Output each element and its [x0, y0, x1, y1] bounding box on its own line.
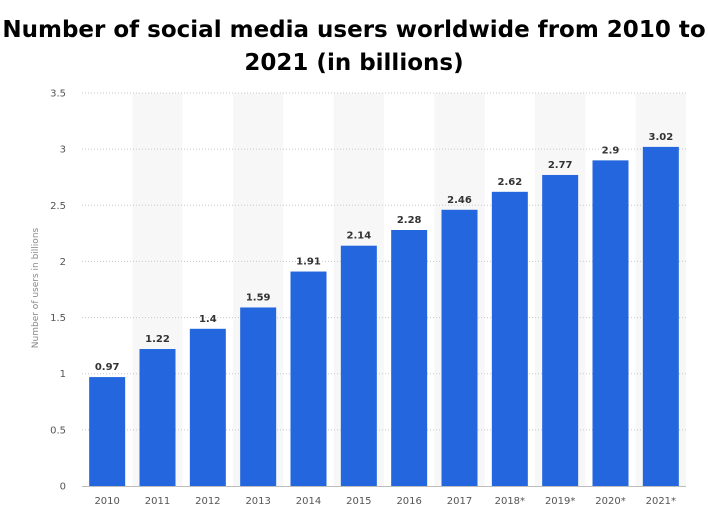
bar-2015: [340, 245, 377, 486]
y-tick-label: 2.5: [50, 201, 66, 212]
bars: [89, 146, 679, 486]
data-label: 2.77: [548, 160, 573, 171]
chart-title: Number of social media users worldwide f…: [2, 17, 706, 76]
data-labels: 0.97 1.22 1.4 1.59 1.91 2.14 2.28 2.46 2.62 2.77 2…: [95, 132, 673, 373]
data-label: 2.46: [447, 195, 472, 206]
y-tick-label: 1: [60, 369, 66, 380]
x-tick-label: 2015: [346, 496, 371, 507]
y-tick-label: 3.5: [50, 89, 66, 100]
bar-2016: [391, 229, 428, 486]
bar-2011: [139, 349, 176, 486]
data-label: 1.91: [296, 257, 321, 268]
data-label: 1.4: [199, 314, 217, 325]
bar-2017: [441, 209, 478, 486]
data-label: 2.9: [602, 145, 620, 156]
y-tick-label: 1.5: [50, 313, 66, 324]
y-tick-label: 0.5: [50, 425, 66, 436]
x-tick-label: 2012: [195, 496, 220, 507]
x-tick-label: 2011: [145, 496, 170, 507]
x-tick-label: 2018*: [495, 496, 525, 507]
bar-2020: [592, 160, 629, 486]
x-tick-label: 2019*: [545, 496, 575, 507]
data-label: 2.28: [397, 215, 422, 226]
bar-2010: [89, 377, 126, 486]
grid-lines: [82, 92, 686, 487]
y-tick-label: 3: [60, 145, 66, 156]
x-tick-label: 2013: [245, 496, 270, 507]
x-tick-label: 2021*: [646, 496, 676, 507]
data-label: 1.59: [246, 292, 271, 303]
data-label: 3.02: [648, 132, 673, 143]
bar-2013: [240, 307, 277, 486]
y-axis-label: Number of users in billions: [31, 227, 41, 348]
data-label: 2.14: [346, 231, 371, 242]
data-label: 1.22: [145, 334, 170, 345]
y-tick-label: 2: [60, 257, 66, 268]
x-tick-label: 2014: [296, 496, 321, 507]
bar-2018: [491, 191, 528, 486]
data-label: 0.97: [95, 362, 120, 373]
y-axis-ticks: 0 0.5 1 1.5 2 2.5 3 3.5: [50, 89, 66, 493]
x-tick-label: 2016: [396, 496, 421, 507]
bar-2012: [189, 328, 226, 486]
x-tick-label: 2010: [94, 496, 119, 507]
x-axis-ticks: 2010 2011 2012 2013 2014 2015 2016 2017 2018* 201…: [94, 496, 676, 507]
bar-2019: [542, 174, 579, 486]
data-label: 2.62: [497, 177, 522, 188]
bar-2014: [290, 271, 327, 486]
x-tick-label: 2020*: [595, 496, 625, 507]
y-tick-label: 0: [60, 482, 66, 493]
bar-2021: [642, 146, 679, 486]
x-tick-label: 2017: [447, 496, 472, 507]
